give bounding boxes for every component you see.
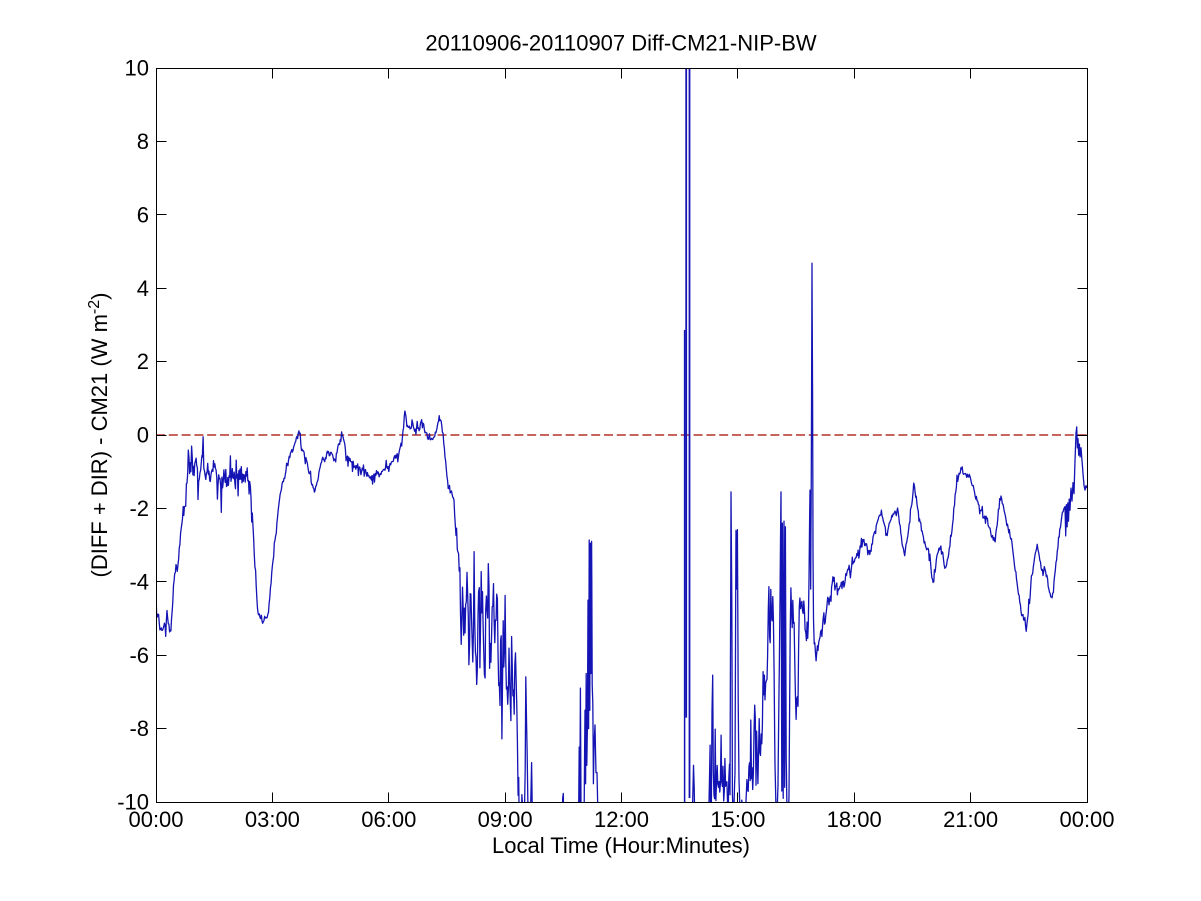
svg-text:-4: -4 — [129, 569, 149, 594]
svg-text:8: 8 — [137, 129, 149, 154]
svg-text:6: 6 — [137, 202, 149, 227]
svg-text:-8: -8 — [129, 716, 149, 741]
svg-text:00:00: 00:00 — [1059, 807, 1114, 832]
svg-text:-6: -6 — [129, 643, 149, 668]
svg-text:(DIFF + DIR) - CM21 (W m-2): (DIFF + DIR) - CM21 (W m-2) — [86, 293, 112, 578]
svg-text:10: 10 — [125, 56, 149, 81]
svg-text:15:00: 15:00 — [710, 807, 765, 832]
svg-text:Local Time (Hour:Minutes): Local Time (Hour:Minutes) — [492, 833, 750, 858]
svg-text:21:00: 21:00 — [943, 807, 998, 832]
svg-text:-10: -10 — [117, 790, 149, 815]
svg-text:2: 2 — [137, 349, 149, 374]
svg-text:09:00: 09:00 — [478, 807, 533, 832]
svg-text:20110906-20110907 Diff-CM21-NI: 20110906-20110907 Diff-CM21-NIP-BW — [425, 31, 817, 56]
svg-text:18:00: 18:00 — [827, 807, 882, 832]
svg-text:12:00: 12:00 — [594, 807, 649, 832]
svg-text:0: 0 — [137, 423, 149, 448]
svg-text:00:00: 00:00 — [128, 807, 183, 832]
svg-text:06:00: 06:00 — [361, 807, 416, 832]
svg-text:03:00: 03:00 — [245, 807, 300, 832]
svg-text:-2: -2 — [129, 496, 149, 521]
svg-text:4: 4 — [137, 276, 149, 301]
